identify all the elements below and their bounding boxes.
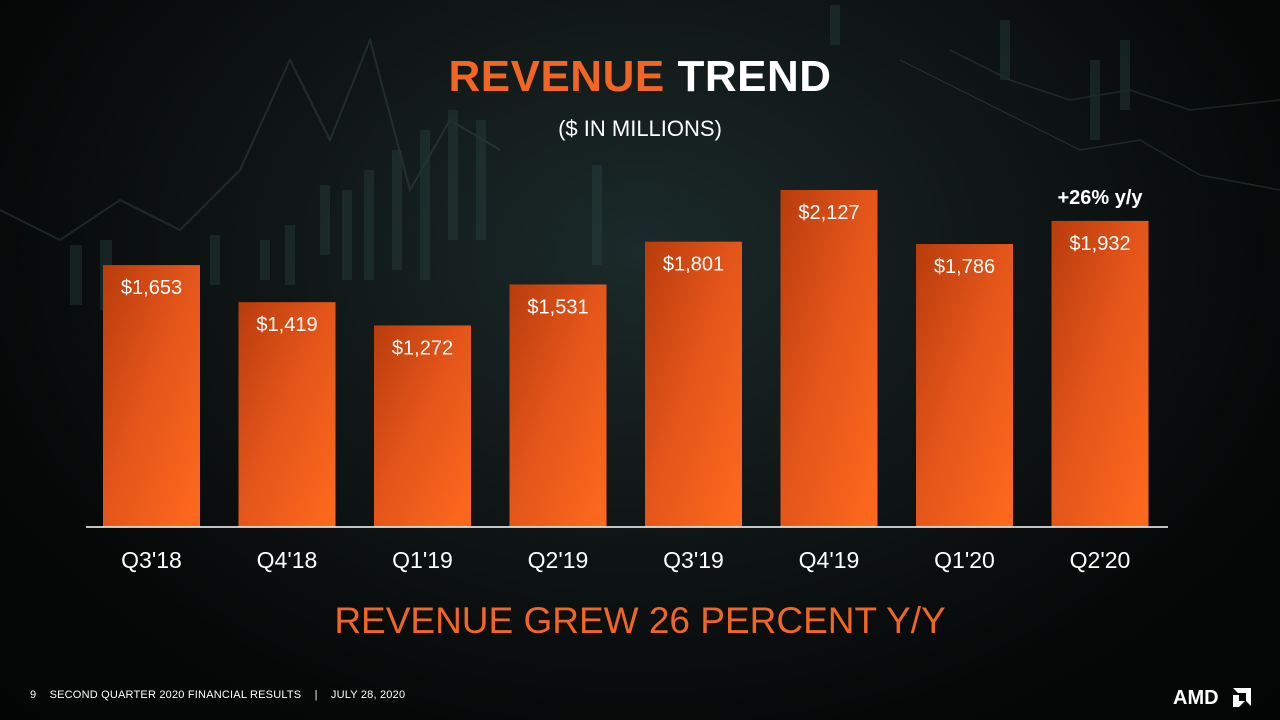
category-tick-label: Q2'20 <box>1070 547 1131 573</box>
slide-subtitle: ($ IN MILLIONS) <box>558 116 722 141</box>
category-tick-label: Q4'18 <box>257 547 318 573</box>
bar-Q2'19 <box>509 284 607 527</box>
value-label: $1,419 <box>256 314 317 336</box>
value-label: $1,272 <box>392 337 453 359</box>
amd-arrow-icon <box>1233 688 1251 707</box>
title-plain-word: TREND <box>677 52 832 101</box>
bar-Q4'18 <box>238 302 336 527</box>
bar-Q3'19 <box>645 241 742 527</box>
footer: 9 SECOND QUARTER 2020 FINANCIAL RESULTS … <box>30 689 415 701</box>
bar-Q1'19 <box>374 325 471 527</box>
bar-Q1'20 <box>916 244 1013 527</box>
amd-logo-text: AMD <box>1173 687 1219 708</box>
bar-Q3'18 <box>103 265 200 527</box>
value-label: $1,786 <box>934 256 995 278</box>
category-tick-label: Q1'20 <box>934 547 995 573</box>
category-tick-label: Q2'19 <box>528 547 589 573</box>
revenue-growth-headline: REVENUE GREW 26 PERCENT Y/Y <box>334 600 946 641</box>
category-tick-label: Q4'19 <box>799 547 860 573</box>
value-label: $1,801 <box>663 254 724 276</box>
title-accent-word: REVENUE <box>448 52 665 101</box>
amd-logo: AMD <box>1173 687 1251 708</box>
value-label: $1,653 <box>121 277 182 299</box>
bar-Q2'20 <box>1051 220 1149 527</box>
category-tick-label: Q1'19 <box>392 547 453 573</box>
value-label: $2,127 <box>798 202 859 224</box>
value-label: $1,932 <box>1069 233 1130 255</box>
footer-separator: | <box>314 689 318 701</box>
category-tick-label: Q3'18 <box>121 547 182 573</box>
yoy-growth-annotation: +26% y/y <box>1057 187 1143 209</box>
slide-title: REVENUE TREND <box>0 52 1280 102</box>
report-date: JULY 28, 2020 <box>330 689 406 701</box>
bar-Q4'19 <box>780 190 878 527</box>
page-number: 9 <box>30 689 37 701</box>
category-tick-label: Q3'19 <box>663 547 724 573</box>
report-label: SECOND QUARTER 2020 FINANCIAL RESULTS <box>49 689 302 701</box>
value-label: $1,531 <box>527 296 588 318</box>
